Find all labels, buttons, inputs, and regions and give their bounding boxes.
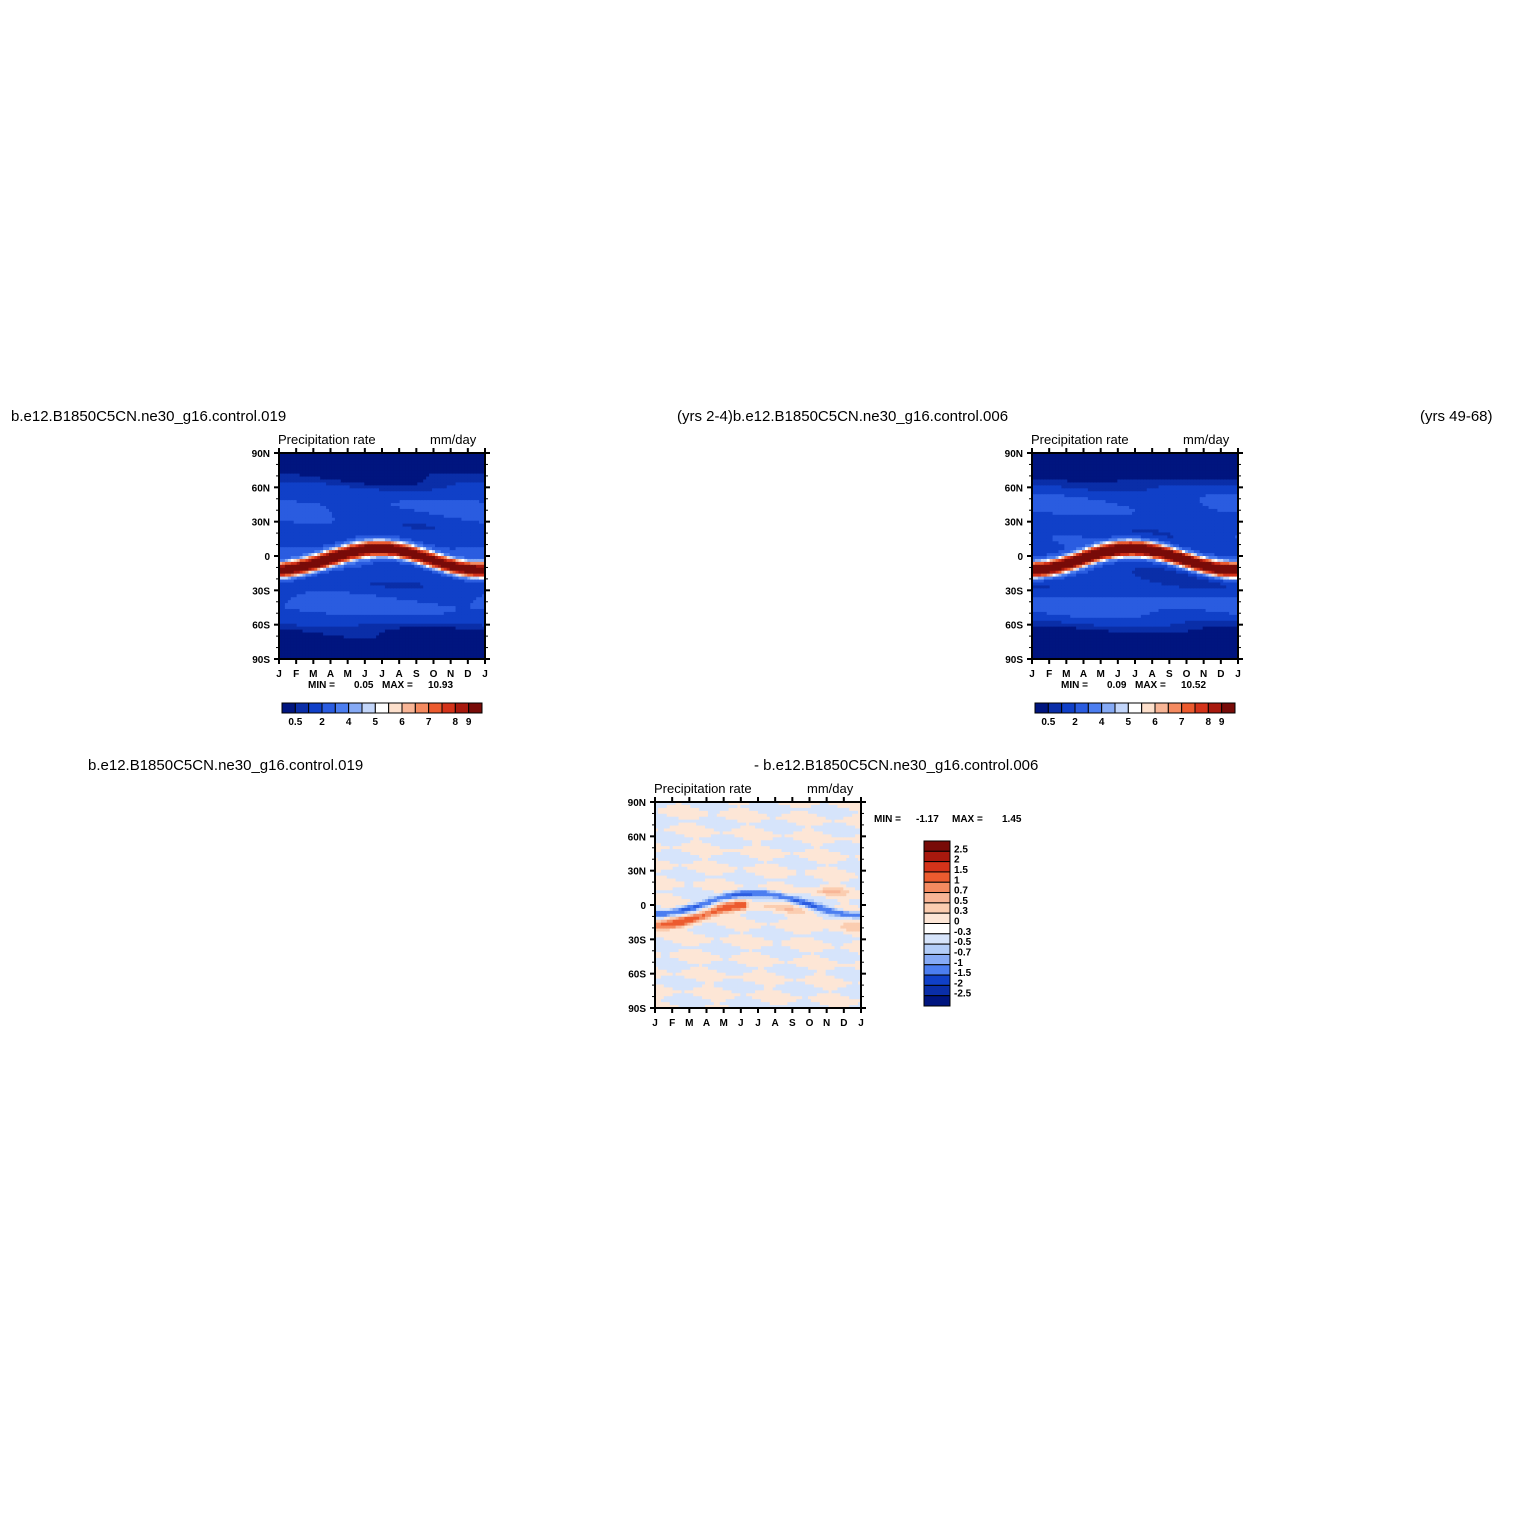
bottom-middle-title: - b.e12.B1850C5CN.ne30_g16.control.006 bbox=[754, 757, 1038, 774]
top-middle-title: (yrs 2-4)b.e12.B1850C5CN.ne30_g16.contro… bbox=[677, 408, 1008, 425]
panel1-variable-label: Precipitation rate bbox=[278, 432, 376, 447]
bottom-left-title: b.e12.B1850C5CN.ne30_g16.control.019 bbox=[88, 757, 363, 774]
panel1-field bbox=[279, 453, 486, 660]
top-left-title: b.e12.B1850C5CN.ne30_g16.control.019 bbox=[11, 408, 286, 425]
panel1-units-label: mm/day bbox=[430, 432, 476, 447]
top-right-title: (yrs 49-68) bbox=[1420, 408, 1493, 425]
